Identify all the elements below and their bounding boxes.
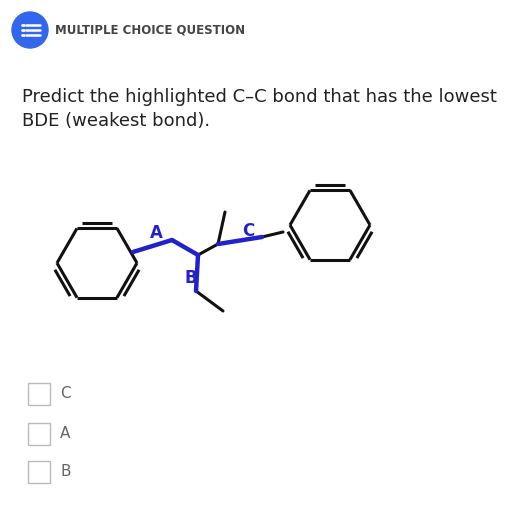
FancyBboxPatch shape (28, 461, 50, 483)
Text: B: B (60, 464, 71, 479)
Text: Predict the highlighted C–C bond that has the lowest: Predict the highlighted C–C bond that ha… (22, 88, 497, 106)
Text: A: A (149, 224, 163, 242)
FancyBboxPatch shape (28, 423, 50, 445)
Text: C: C (60, 385, 71, 401)
Text: BDE (weakest bond).: BDE (weakest bond). (22, 112, 210, 130)
Text: A: A (60, 425, 70, 441)
Circle shape (12, 12, 48, 48)
FancyBboxPatch shape (28, 383, 50, 405)
Text: B: B (185, 269, 197, 287)
Text: C: C (242, 222, 254, 240)
Text: MULTIPLE CHOICE QUESTION: MULTIPLE CHOICE QUESTION (55, 24, 245, 36)
